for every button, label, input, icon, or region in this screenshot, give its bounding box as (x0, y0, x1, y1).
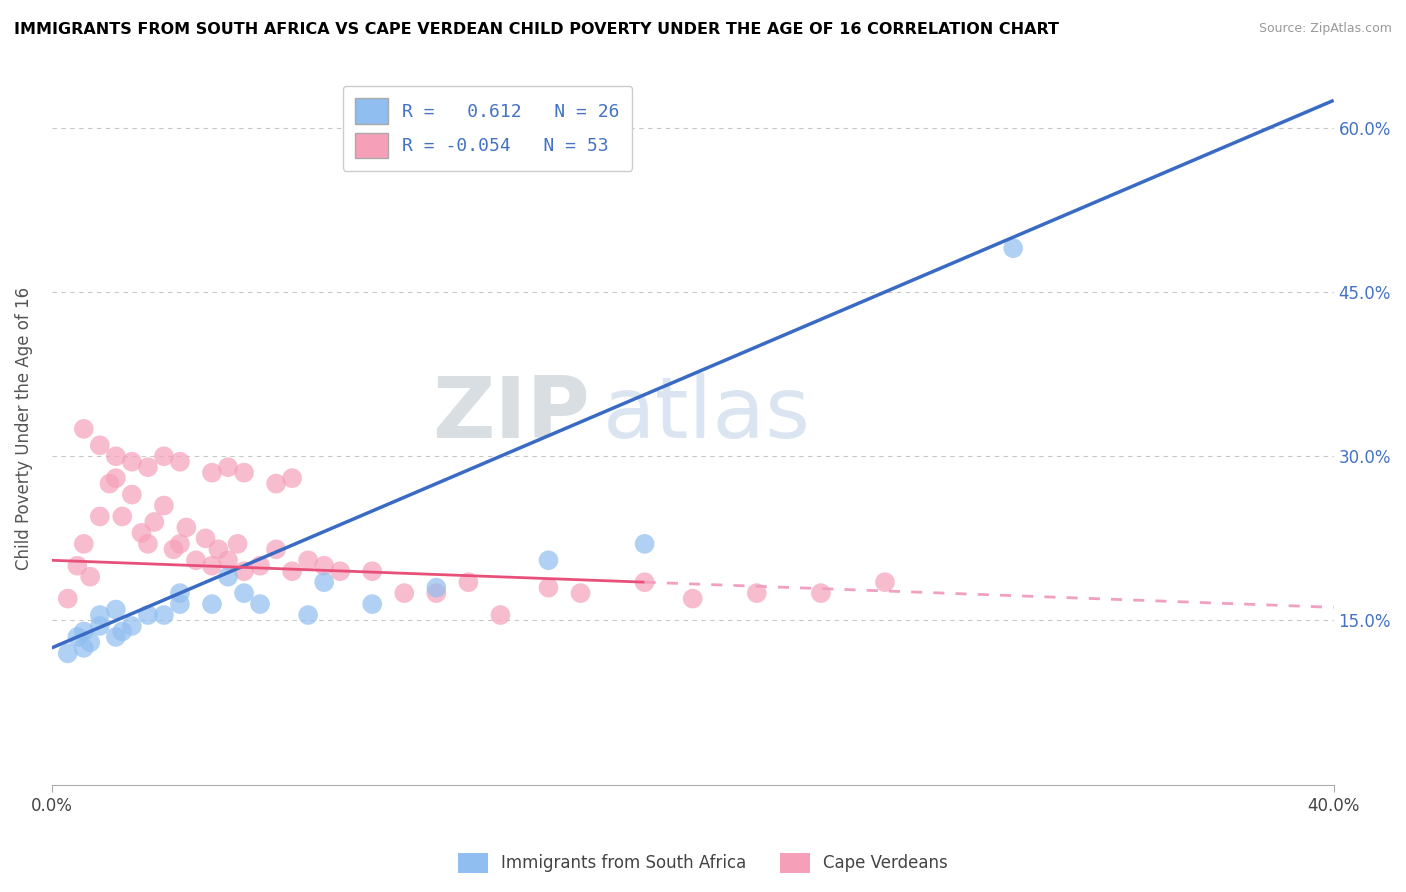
Point (226, 537, 249, 551)
Point (264, 476, 287, 491)
Point (281, 564, 304, 578)
Point (121, 455, 143, 469)
Point (201, 597, 224, 611)
Point (111, 509, 134, 524)
Point (89, 607, 111, 622)
Point (169, 597, 191, 611)
Point (569, 586, 592, 600)
Text: ZIP: ZIP (433, 373, 591, 456)
Text: IMMIGRANTS FROM SOUTH AFRICA VS CAPE VERDEAN CHILD POVERTY UNDER THE AGE OF 16 C: IMMIGRANTS FROM SOUTH AFRICA VS CAPE VER… (14, 22, 1059, 37)
Point (249, 597, 271, 611)
Point (249, 558, 271, 573)
Point (217, 553, 239, 567)
Point (537, 553, 560, 567)
Point (73, 640, 96, 655)
Point (89, 619, 111, 633)
Point (169, 537, 191, 551)
Point (89, 509, 111, 524)
Point (143, 515, 166, 529)
Point (233, 564, 256, 578)
Point (194, 532, 217, 546)
Point (314, 575, 336, 590)
Text: atlas: atlas (603, 373, 811, 456)
Point (121, 487, 143, 501)
Point (233, 586, 256, 600)
Legend: Immigrants from South Africa, Cape Verdeans: Immigrants from South Africa, Cape Verde… (451, 847, 955, 880)
Point (79, 635, 101, 649)
Point (425, 581, 447, 595)
Legend: R =   0.612   N = 26, R = -0.054   N = 53: R = 0.612 N = 26, R = -0.054 N = 53 (343, 86, 633, 171)
Point (111, 624, 134, 639)
Point (745, 586, 768, 600)
Point (98, 476, 121, 491)
Point (121, 619, 143, 633)
Point (361, 564, 384, 578)
Point (217, 570, 239, 584)
Point (1002, 241, 1025, 255)
Y-axis label: Child Poverty Under the Age of 16: Child Poverty Under the Age of 16 (15, 287, 32, 570)
Point (136, 607, 159, 622)
Point (73, 537, 96, 551)
Point (489, 607, 512, 622)
Point (633, 537, 655, 551)
Point (281, 471, 304, 485)
Point (136, 460, 159, 475)
Point (56, 591, 79, 606)
Point (457, 575, 479, 590)
Point (682, 591, 704, 606)
Point (136, 537, 159, 551)
Point (233, 466, 256, 480)
Point (361, 597, 384, 611)
Point (329, 564, 352, 578)
Point (425, 586, 447, 600)
Point (104, 602, 127, 616)
Point (104, 471, 127, 485)
Point (810, 586, 832, 600)
Point (104, 630, 127, 644)
Point (537, 581, 560, 595)
Text: Source: ZipAtlas.com: Source: ZipAtlas.com (1258, 22, 1392, 36)
Point (73, 422, 96, 436)
Point (201, 466, 224, 480)
Point (66, 558, 89, 573)
Point (394, 586, 416, 600)
Point (264, 542, 287, 557)
Point (153, 449, 176, 463)
Point (297, 553, 319, 567)
Point (162, 542, 184, 557)
Point (89, 438, 111, 452)
Point (169, 455, 191, 469)
Point (56, 646, 79, 660)
Point (207, 542, 229, 557)
Point (314, 558, 336, 573)
Point (153, 607, 176, 622)
Point (297, 607, 319, 622)
Point (633, 575, 655, 590)
Point (131, 525, 153, 540)
Point (873, 575, 896, 590)
Point (66, 630, 89, 644)
Point (217, 460, 239, 475)
Point (184, 553, 207, 567)
Point (153, 499, 176, 513)
Point (169, 586, 191, 600)
Point (73, 624, 96, 639)
Point (201, 558, 224, 573)
Point (176, 520, 198, 534)
Point (104, 449, 127, 463)
Point (79, 570, 101, 584)
